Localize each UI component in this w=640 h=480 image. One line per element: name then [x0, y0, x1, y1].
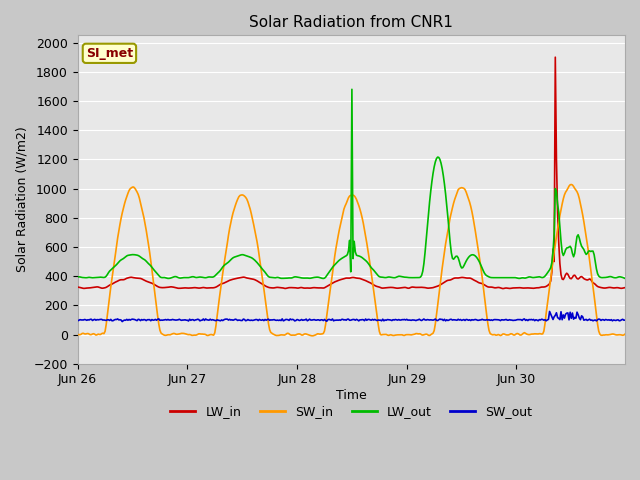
- LW_out: [244, 253, 252, 259]
- SW_in: [477, 265, 485, 271]
- SW_in: [408, 332, 415, 338]
- SW_out: [573, 309, 581, 315]
- Text: SI_met: SI_met: [86, 47, 133, 60]
- LW_in: [380, 285, 388, 291]
- LW_in: [406, 285, 414, 291]
- LW_out: [478, 265, 486, 271]
- Line: LW_out: LW_out: [77, 89, 625, 278]
- X-axis label: Time: Time: [336, 389, 367, 402]
- SW_in: [573, 189, 581, 194]
- SW_out: [74, 318, 81, 324]
- LW_in: [499, 286, 507, 291]
- Line: SW_out: SW_out: [77, 312, 625, 322]
- SW_in: [244, 199, 252, 204]
- SW_out: [306, 316, 314, 322]
- LW_out: [621, 276, 629, 281]
- Line: SW_in: SW_in: [77, 184, 625, 336]
- SW_out: [546, 309, 554, 314]
- LW_in: [244, 276, 252, 281]
- Line: LW_in: LW_in: [77, 57, 625, 288]
- LW_out: [573, 234, 581, 240]
- LW_in: [476, 280, 484, 286]
- SW_out: [118, 319, 126, 324]
- LW_in: [552, 54, 559, 60]
- LW_out: [408, 275, 416, 280]
- LW_in: [74, 284, 81, 290]
- LW_out: [74, 274, 81, 280]
- SW_out: [408, 317, 415, 323]
- SW_in: [308, 333, 316, 339]
- Legend: LW_in, SW_in, LW_out, SW_out: LW_in, SW_in, LW_out, SW_out: [165, 400, 538, 423]
- Title: Solar Radiation from CNR1: Solar Radiation from CNR1: [250, 15, 453, 30]
- SW_out: [621, 317, 629, 323]
- LW_out: [348, 86, 356, 92]
- Y-axis label: Solar Radiation (W/m2): Solar Radiation (W/m2): [15, 127, 28, 273]
- SW_in: [621, 331, 629, 337]
- SW_out: [381, 317, 389, 323]
- LW_out: [382, 275, 390, 280]
- LW_out: [305, 276, 312, 281]
- SW_out: [477, 317, 485, 323]
- LW_in: [573, 276, 581, 281]
- SW_out: [245, 317, 253, 323]
- SW_in: [74, 332, 81, 337]
- LW_in: [621, 285, 629, 290]
- SW_in: [381, 332, 389, 337]
- SW_in: [568, 181, 575, 187]
- LW_out: [319, 276, 327, 281]
- SW_in: [305, 332, 312, 337]
- LW_in: [305, 285, 312, 291]
